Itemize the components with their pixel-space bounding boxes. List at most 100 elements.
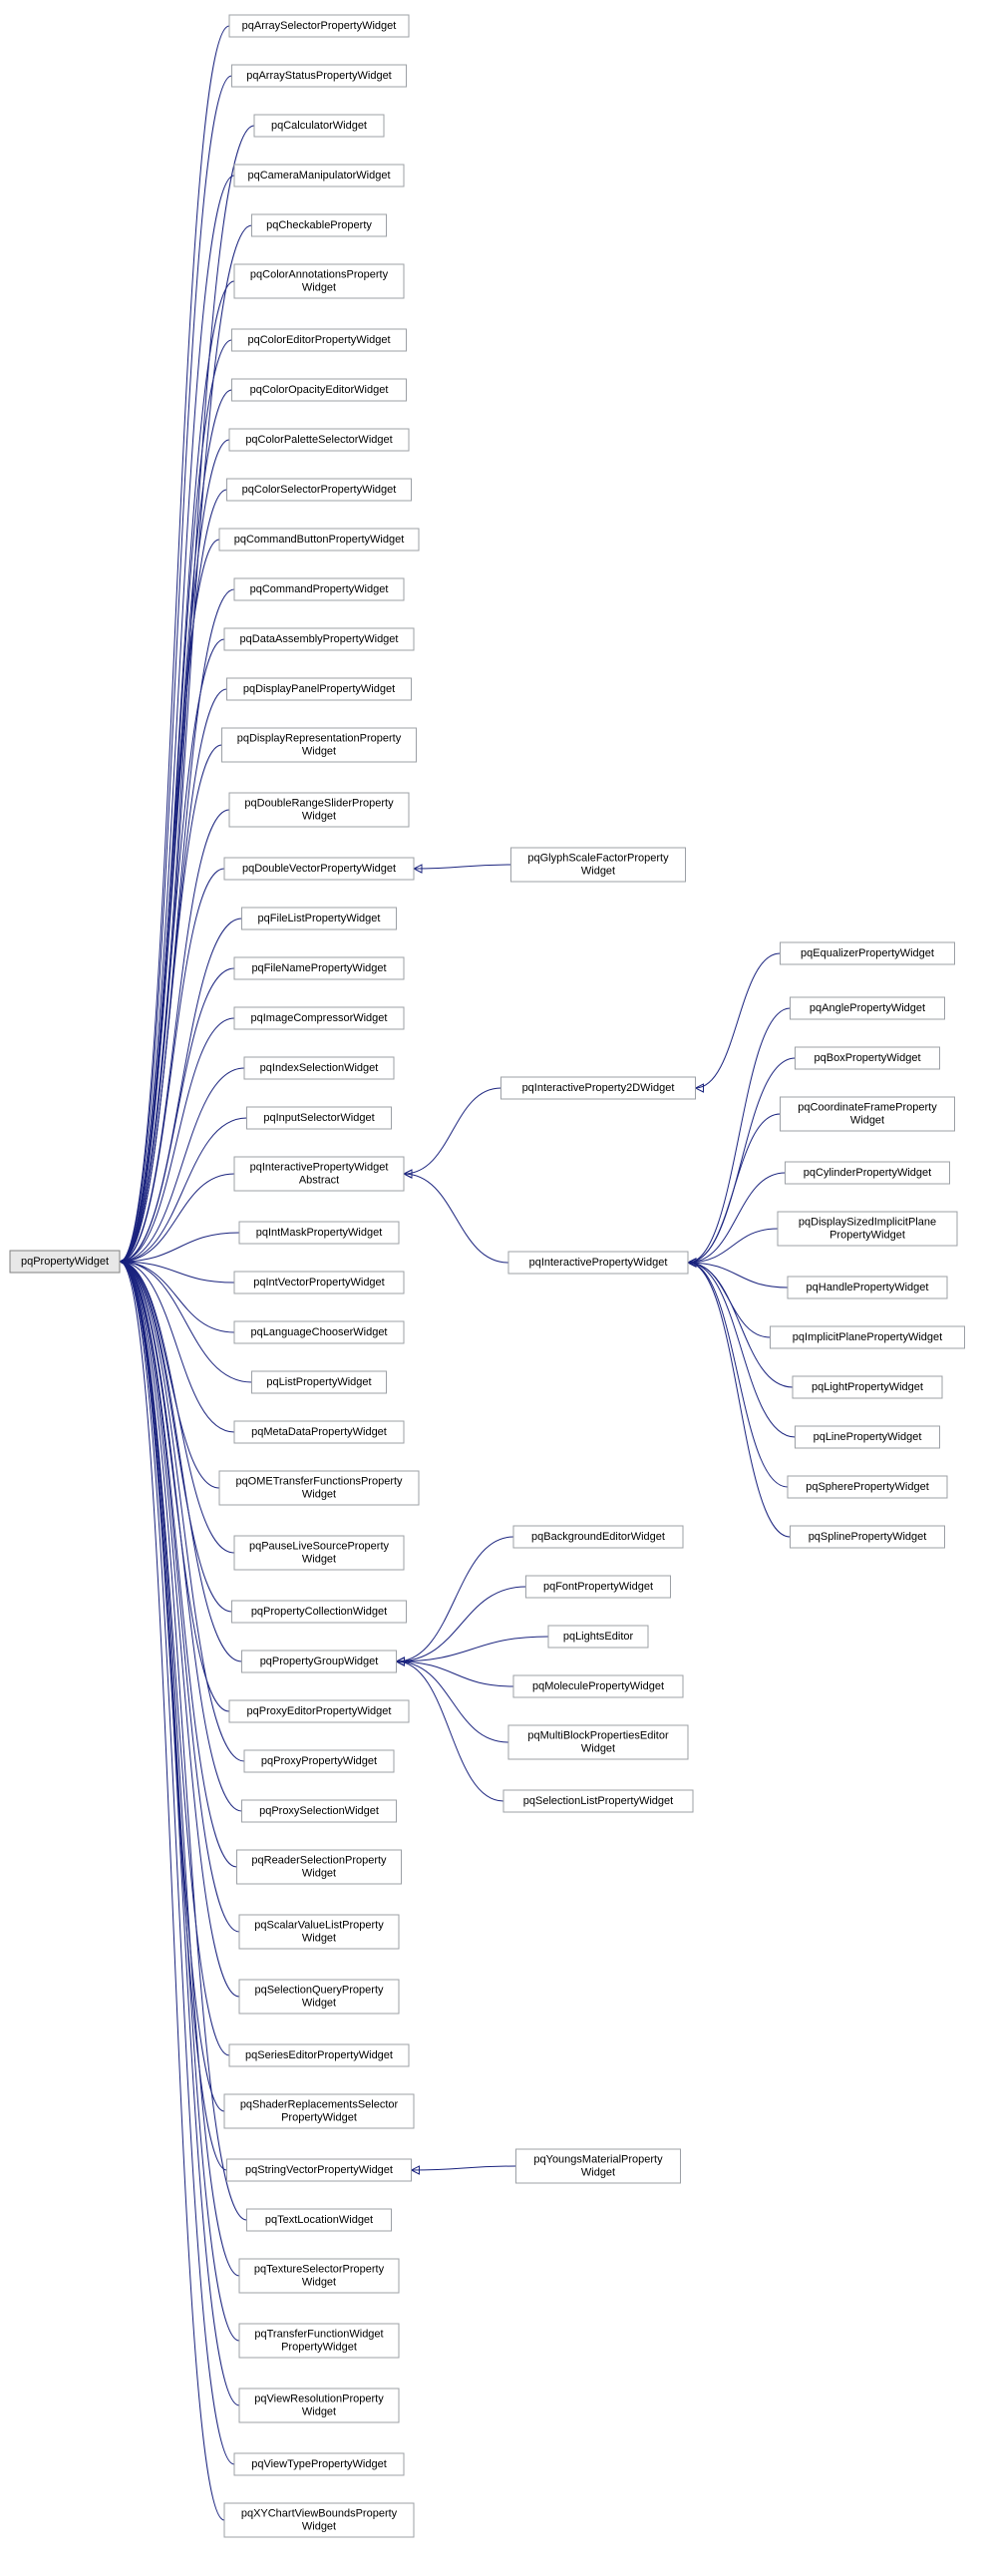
class-label: pqHandlePropertyWidget bbox=[807, 1282, 929, 1293]
class-label: pqEqualizerPropertyWidget bbox=[801, 947, 934, 959]
class-label: pqArraySelectorPropertyWidget bbox=[242, 20, 397, 32]
inheritance-edge bbox=[397, 1537, 514, 1661]
class-label: pqIntVectorPropertyWidget bbox=[253, 1277, 384, 1288]
class-label: pqSplinePropertyWidget bbox=[809, 1531, 927, 1543]
class-label: pqYoungsMaterialProperty bbox=[533, 2153, 663, 2165]
class-label: pqXYChartViewBoundsProperty bbox=[241, 2507, 398, 2519]
inheritance-edge bbox=[120, 176, 234, 1262]
class-label: pqFileNamePropertyWidget bbox=[251, 962, 386, 974]
class-label: pqCylinderPropertyWidget bbox=[804, 1167, 931, 1179]
class-label: pqLanguageChooserWidget bbox=[251, 1326, 388, 1338]
class-label: pqCommandPropertyWidget bbox=[250, 583, 389, 595]
class-label: pqBoxPropertyWidget bbox=[815, 1052, 921, 1064]
class-label: pqStringVectorPropertyWidget bbox=[245, 2164, 393, 2176]
inheritance-edge bbox=[120, 490, 227, 1262]
inheritance-edge bbox=[397, 1661, 514, 1686]
class-label: pqDoubleRangeSliderProperty bbox=[244, 797, 394, 809]
class-label: pqSelectionQueryProperty bbox=[254, 1984, 384, 1996]
class-label: Widget bbox=[302, 810, 336, 822]
class-label: pqFileListPropertyWidget bbox=[258, 913, 381, 924]
class-label: pqTextLocationWidget bbox=[265, 2214, 373, 2226]
class-label: pqProxyEditorPropertyWidget bbox=[247, 1705, 392, 1717]
inheritance-edge bbox=[397, 1587, 526, 1661]
class-label: pqDisplaySizedImplicitPlane bbox=[799, 1216, 936, 1228]
class-label: pqPropertyGroupWidget bbox=[260, 1656, 379, 1667]
inheritance-edge bbox=[688, 1008, 791, 1263]
class-label: pqPauseLiveSourceProperty bbox=[249, 1540, 390, 1552]
class-label: pqCameraManipulatorWidget bbox=[247, 170, 390, 182]
inheritance-edge bbox=[688, 1263, 791, 1537]
class-label: pqTextureSelectorProperty bbox=[254, 2263, 385, 2275]
class-label: pqPropertyWidget bbox=[21, 1256, 109, 1268]
class-label: pqColorEditorPropertyWidget bbox=[247, 334, 390, 346]
inheritance-edge bbox=[688, 1173, 786, 1263]
class-label: pqGlyphScaleFactorProperty bbox=[527, 852, 669, 864]
class-label: pqScalarValueListProperty bbox=[254, 1919, 384, 1931]
class-label: pqIndexSelectionWidget bbox=[260, 1062, 379, 1074]
class-label: pqProxyPropertyWidget bbox=[261, 1755, 377, 1767]
class-label: pqLightPropertyWidget bbox=[812, 1381, 923, 1393]
class-label: pqInteractiveProperty2DWidget bbox=[522, 1082, 675, 1094]
class-label: pqListPropertyWidget bbox=[266, 1376, 371, 1388]
inheritance-diagram: pqPropertyWidget pqArraySelectorPropertyW… bbox=[0, 0, 990, 2576]
class-label: Widget bbox=[581, 2166, 615, 2178]
inheritance-edge bbox=[120, 76, 232, 1262]
class-label: Widget bbox=[302, 1932, 336, 1944]
class-label: pqViewTypePropertyWidget bbox=[251, 2458, 387, 2470]
inheritance-edge bbox=[120, 1262, 239, 2341]
class-label: pqBackgroundEditorWidget bbox=[531, 1531, 665, 1543]
class-label: Widget bbox=[302, 1553, 336, 1565]
inheritance-edge bbox=[688, 1263, 788, 1487]
inheritance-edge bbox=[120, 1262, 244, 1761]
class-label: pqSelectionListPropertyWidget bbox=[523, 1795, 673, 1807]
class-label: pqArrayStatusPropertyWidget bbox=[246, 70, 392, 82]
class-label: pqCommandButtonPropertyWidget bbox=[234, 534, 405, 546]
class-label: pqImageCompressorWidget bbox=[251, 1012, 388, 1024]
class-label: pqColorOpacityEditorWidget bbox=[250, 384, 389, 396]
class-label: Abstract bbox=[299, 1174, 339, 1186]
class-label: pqCheckableProperty bbox=[266, 219, 372, 231]
class-label: pqTransferFunctionWidget bbox=[254, 2328, 383, 2340]
class-label: Widget bbox=[850, 1114, 884, 1126]
class-label: Widget bbox=[302, 2405, 336, 2417]
class-label: pqCalculatorWidget bbox=[271, 120, 367, 132]
inheritance-edge bbox=[404, 1088, 501, 1174]
class-label: pqDoubleVectorPropertyWidget bbox=[242, 863, 396, 875]
class-label: pqLightsEditor bbox=[563, 1631, 634, 1643]
inheritance-edge bbox=[120, 1262, 224, 2520]
class-label: pqColorPaletteSelectorWidget bbox=[245, 434, 392, 446]
class-label: pqAnglePropertyWidget bbox=[810, 1002, 925, 1014]
inheritance-edge bbox=[120, 1262, 242, 1811]
inheritance-edge bbox=[412, 2166, 516, 2170]
inheritance-edge bbox=[120, 745, 222, 1262]
class-label: pqViewResolutionProperty bbox=[254, 2392, 384, 2404]
inheritance-edge bbox=[120, 810, 229, 1262]
inheritance-edge bbox=[397, 1661, 504, 1801]
class-label: pqMetaDataPropertyWidget bbox=[251, 1426, 387, 1438]
inheritance-edge bbox=[397, 1661, 509, 1742]
class-label: Widget bbox=[581, 1742, 615, 1754]
inheritance-edge bbox=[120, 589, 234, 1262]
inheritance-edge bbox=[120, 1262, 239, 2276]
class-label: pqMoleculePropertyWidget bbox=[532, 1680, 664, 1692]
inheritance-edge bbox=[120, 1262, 219, 1488]
class-label: pqProxySelectionWidget bbox=[259, 1805, 379, 1817]
inheritance-edge bbox=[688, 1263, 793, 1387]
class-label: Widget bbox=[302, 2276, 336, 2288]
class-label: Widget bbox=[302, 2520, 336, 2532]
class-label: pqFontPropertyWidget bbox=[543, 1581, 653, 1593]
class-label: Widget bbox=[302, 281, 336, 293]
class-label: pqInputSelectorWidget bbox=[263, 1112, 374, 1124]
class-label: pqDataAssemblyPropertyWidget bbox=[240, 633, 399, 645]
class-label: PropertyWidget bbox=[829, 1229, 905, 1241]
inheritance-edge bbox=[120, 639, 224, 1262]
class-label: pqReaderSelectionProperty bbox=[251, 1854, 387, 1866]
class-label: pqPropertyCollectionWidget bbox=[251, 1606, 387, 1618]
class-label: pqDisplayRepresentationProperty bbox=[237, 732, 402, 744]
class-label: Widget bbox=[302, 1997, 336, 2009]
class-label: pqSpherePropertyWidget bbox=[806, 1481, 929, 1493]
inheritance-edge bbox=[120, 26, 229, 1262]
inheritance-edge bbox=[414, 865, 511, 869]
class-label: pqLinePropertyWidget bbox=[814, 1431, 922, 1443]
class-label: pqIntMaskPropertyWidget bbox=[256, 1227, 383, 1239]
